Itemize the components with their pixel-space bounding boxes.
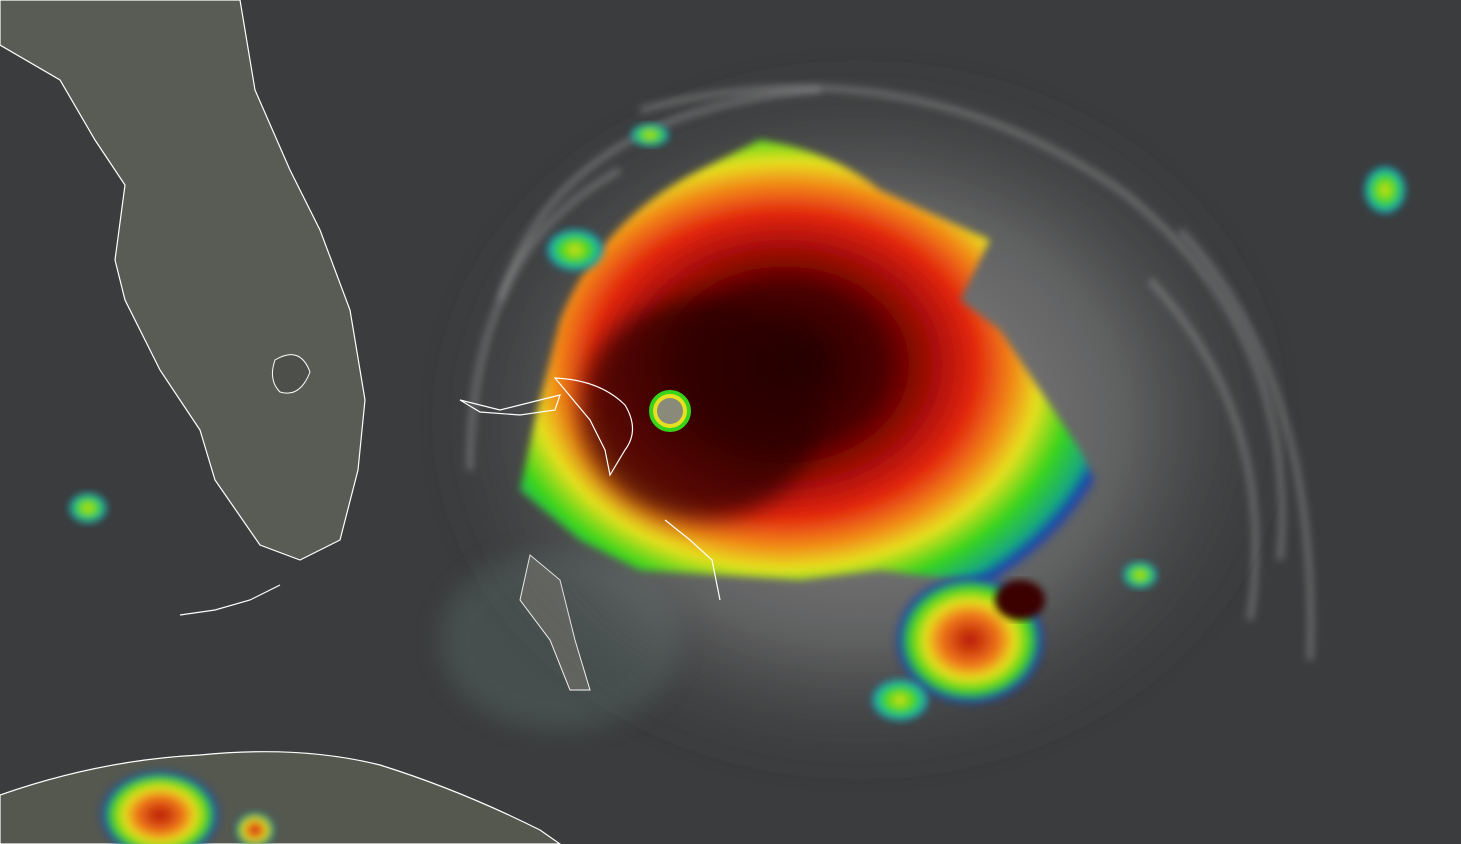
convective-cell — [630, 123, 670, 147]
convective-cell — [995, 580, 1045, 620]
eyewall-darkcore — [580, 300, 820, 520]
convective-cell — [1122, 561, 1158, 589]
convective-cell — [100, 770, 220, 844]
florida-landmass — [0, 0, 366, 561]
lake-okeechobee — [271, 354, 311, 394]
grand-bahama-coastline — [459, 394, 561, 416]
convective-cell — [235, 812, 275, 844]
convective-cell — [1363, 165, 1407, 215]
hurricane-eye — [657, 398, 683, 424]
spiral-bands — [467, 84, 1314, 661]
eleuthera-coastline — [664, 519, 721, 601]
convective-cell — [545, 228, 605, 272]
abaco-coastline — [553, 377, 634, 477]
convective-cell — [870, 678, 930, 722]
florida-keys — [179, 584, 281, 616]
convective-cell — [68, 492, 108, 524]
